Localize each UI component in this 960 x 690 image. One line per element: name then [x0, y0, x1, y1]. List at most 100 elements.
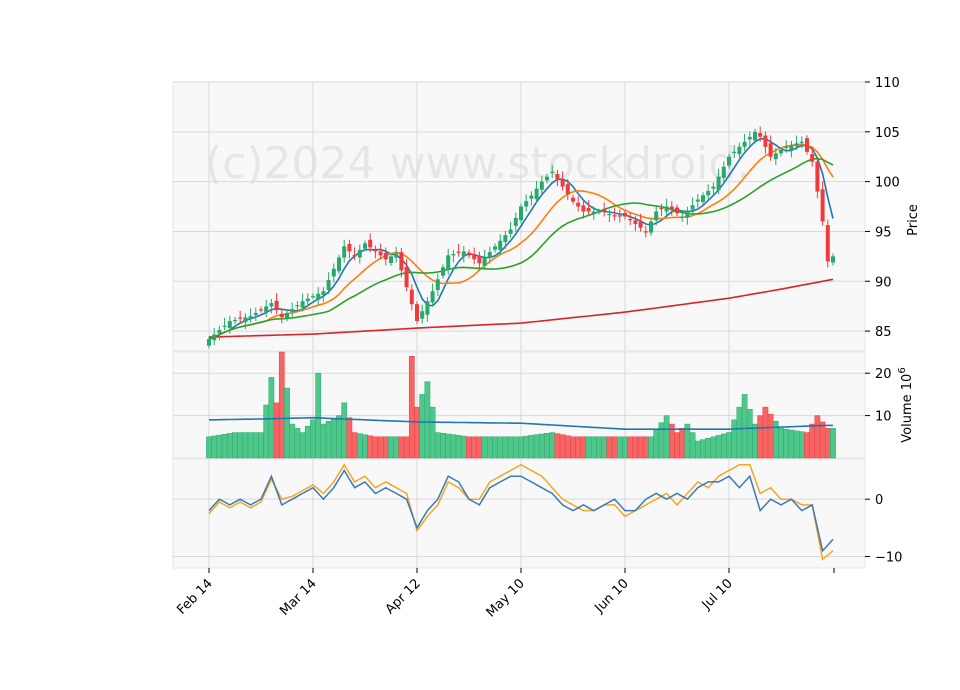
volume-bar	[466, 436, 472, 459]
volume-bar	[819, 421, 826, 459]
volume-bar	[226, 433, 233, 459]
volume-bar	[741, 394, 748, 459]
volume-bar	[611, 436, 618, 459]
volume-bar	[788, 429, 795, 459]
volume-bar	[731, 419, 738, 459]
oscillator-line-2	[208, 463, 834, 561]
price-tick-label: 110	[875, 76, 900, 91]
volume-bar	[414, 406, 420, 459]
volume-bar	[804, 432, 810, 459]
volume-bar	[278, 351, 285, 459]
candle-body	[269, 303, 274, 307]
volume-bar	[518, 436, 524, 459]
volume-bar	[679, 428, 686, 459]
volume-bar	[325, 421, 332, 459]
candle-body	[565, 184, 570, 195]
candle-body	[586, 207, 591, 212]
volume-bar	[596, 436, 602, 459]
price-axis-label: Price	[906, 204, 921, 236]
volume-bar	[705, 437, 712, 459]
volume-ma-line	[209, 416, 833, 431]
volume-bar	[408, 355, 415, 459]
volume-bar	[486, 436, 493, 459]
candle-body	[373, 249, 378, 252]
candle-body	[461, 251, 466, 257]
candle-body	[560, 179, 565, 187]
volume-bar	[263, 404, 270, 459]
volume-bar	[315, 372, 322, 459]
candle-body	[643, 231, 648, 233]
candle-body	[758, 133, 763, 137]
candle-body	[425, 301, 430, 315]
volume-bar	[419, 394, 426, 459]
volume-bar	[564, 435, 571, 459]
candle-body	[737, 146, 742, 155]
volume-bar	[752, 423, 758, 459]
candle-body	[701, 195, 705, 202]
volume-bar	[237, 432, 244, 459]
candle-body	[342, 246, 347, 258]
volume-bar	[762, 406, 769, 459]
candle-body	[435, 279, 440, 291]
volume-bar	[559, 434, 566, 459]
volume-bar	[481, 436, 488, 459]
volume-bar	[798, 431, 805, 459]
volume-bar	[403, 436, 410, 459]
volume-bar	[216, 434, 223, 459]
price-tick-label: 90	[875, 275, 892, 290]
candle-body	[685, 210, 690, 218]
volume-bar	[377, 436, 384, 459]
volume-bar	[523, 435, 530, 459]
oscillator-tick-label: 0	[875, 493, 883, 508]
candle-body	[331, 268, 336, 277]
candle-body	[799, 141, 804, 143]
volume-bar	[507, 436, 514, 459]
candle-body	[352, 254, 357, 257]
candle-body	[451, 254, 456, 256]
candle-body	[285, 313, 289, 319]
volume-bar	[694, 440, 701, 459]
candle-body	[612, 215, 617, 217]
volume-bar	[356, 433, 363, 459]
ma-long-line	[208, 278, 834, 338]
ma-mid-line	[208, 143, 834, 340]
price-tick-label: 105	[875, 126, 900, 141]
volume-bar	[455, 435, 462, 459]
price-tick-label: 100	[875, 176, 900, 191]
volume-bar	[689, 432, 696, 459]
volume-bar	[767, 413, 774, 459]
volume-bar	[388, 436, 394, 459]
volume-bar	[424, 381, 431, 459]
volume-bar	[434, 432, 441, 459]
candle-body	[576, 202, 581, 207]
volume-bar	[814, 415, 821, 459]
candle-body	[571, 197, 575, 202]
volume-bar	[492, 436, 498, 459]
volume-bar	[642, 436, 649, 459]
volume-bar	[549, 432, 556, 459]
candle-body	[274, 300, 279, 311]
volume-bar	[497, 436, 504, 459]
volume-bar	[575, 436, 582, 459]
candle-body	[493, 246, 497, 250]
candle-body	[779, 150, 783, 154]
price-panel: (c)2024 www.stockdroid. 859095100105110 …	[172, 76, 921, 352]
volume-bar	[502, 436, 509, 459]
candle-body	[337, 257, 341, 272]
candle-body	[669, 206, 674, 210]
volume-bar	[720, 433, 727, 459]
volume-bar	[632, 436, 639, 459]
candle-body	[378, 251, 383, 256]
candle-body	[768, 143, 773, 157]
volume-bar	[247, 432, 254, 459]
candle-body	[638, 221, 643, 228]
candle-body	[524, 201, 529, 207]
ma-slow-line	[208, 157, 834, 340]
volume-axis-label: Volume 106	[897, 367, 915, 442]
volume-bar	[460, 435, 467, 459]
candle-body	[805, 138, 809, 152]
volume-bar	[372, 436, 379, 459]
candle-body	[477, 255, 482, 264]
volume-bar	[580, 436, 587, 459]
